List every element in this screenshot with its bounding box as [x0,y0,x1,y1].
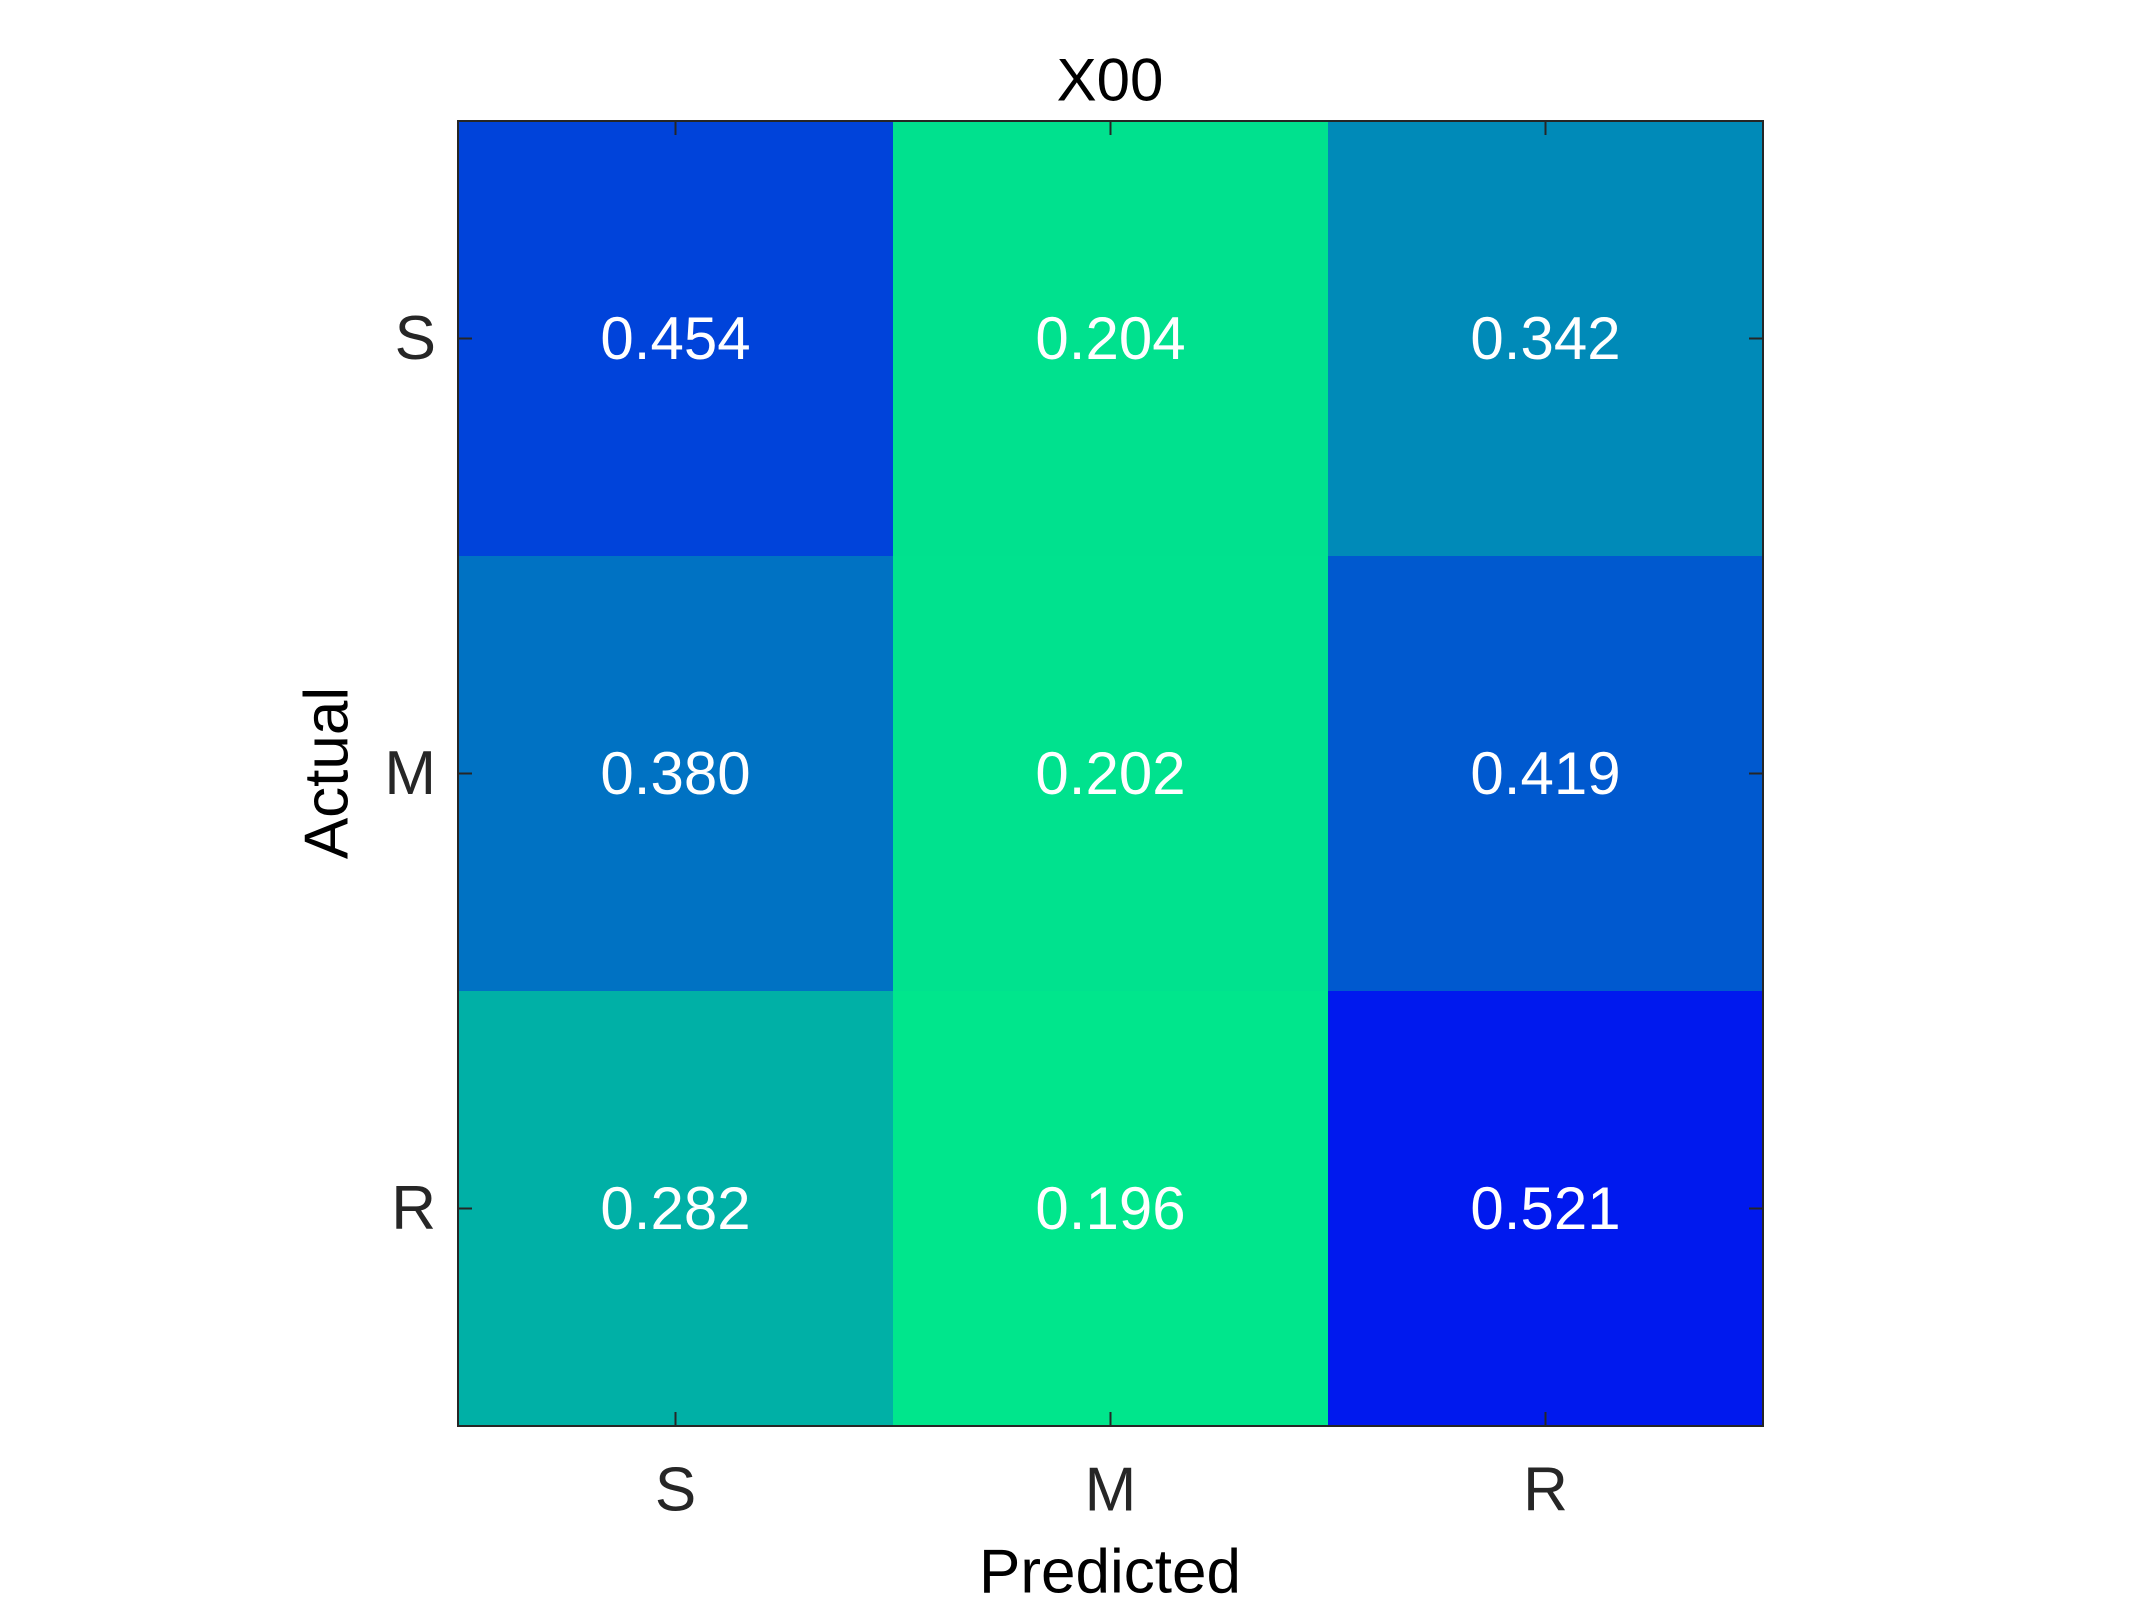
cell-value-label: 0.202 [1035,740,1185,807]
heatmap-cell-r-s [458,991,894,1427]
y-axis-label: Actual [293,687,362,859]
heatmap-cells [458,121,1764,1427]
cell-value-label: 0.342 [1470,305,1620,372]
cell-value-label: 0.521 [1470,1175,1620,1242]
cell-value-label: 0.282 [600,1175,750,1242]
heatmap-cell-s-s [458,121,894,557]
axis-ticks [458,121,1763,1426]
y-tick-labels: S M R [384,304,436,1243]
x-tick-label: M [1085,1456,1137,1525]
x-tick-label: R [1523,1456,1568,1525]
cell-value-label: 0.419 [1470,740,1620,807]
heatmap-cell-m-m [893,556,1329,992]
heatmap-cell-r-r [1328,991,1764,1427]
heatmap-cell-labels: 0.454 0.204 0.342 0.380 0.202 0.419 0.282 0.196… [600,305,1620,1242]
heatmap-cell-r-m [893,991,1329,1427]
heatmap-cell-s-m [893,121,1329,557]
heatmap-cell-s-r [1328,121,1764,557]
heatmap-cell-m-s [458,556,894,992]
cell-value-label: 0.204 [1035,305,1185,372]
cell-value-label: 0.380 [600,740,750,807]
chart-title: X00 [1057,47,1164,114]
cell-value-label: 0.196 [1035,1175,1185,1242]
x-tick-label: S [655,1456,696,1525]
cell-value-label: 0.454 [600,305,750,372]
y-tick-label: S [395,304,436,373]
y-tick-label: R [391,1174,436,1243]
y-tick-label: M [384,739,436,808]
x-axis-label: Predicted [979,1538,1241,1600]
heatmap-cell-m-r [1328,556,1764,992]
